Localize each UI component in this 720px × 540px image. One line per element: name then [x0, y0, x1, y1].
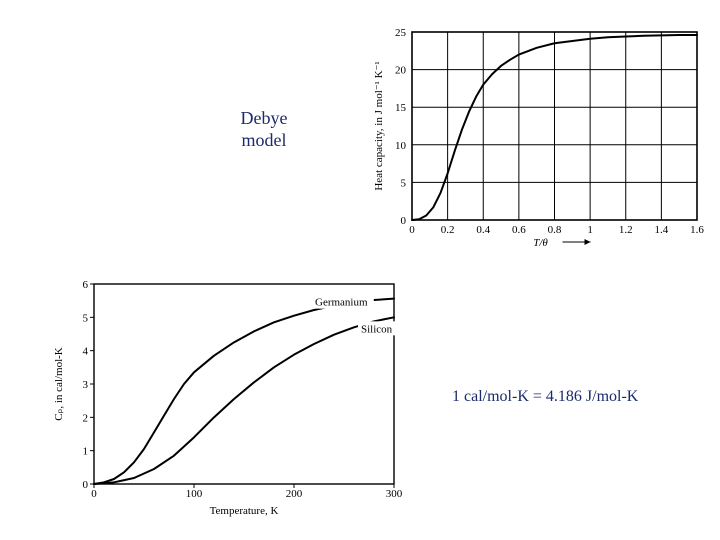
- svg-text:1.2: 1.2: [619, 224, 633, 236]
- debye-label-line1: Debye: [241, 108, 288, 128]
- svg-text:Germanium: Germanium: [315, 297, 368, 309]
- svg-text:T/θ: T/θ: [533, 237, 548, 249]
- svg-text:0: 0: [83, 479, 89, 491]
- debye-chart: 00.20.40.60.811.21.41.60510152025T/θHeat…: [370, 24, 700, 244]
- svg-text:1: 1: [587, 224, 593, 236]
- svg-text:Cₚ, in cal/mol-K: Cₚ, in cal/mol-K: [53, 347, 65, 421]
- figure-canvas: Debye model 1 cal/mol-K = 4.186 J/mol-K …: [0, 0, 720, 540]
- svg-text:0: 0: [409, 224, 415, 236]
- ge-si-chart: 0 100 200 300 0 1 2 3 4 5 6 Temperature, K Cₚ, in ca…: [50, 282, 400, 520]
- svg-text:20: 20: [395, 65, 407, 77]
- svg-text:15: 15: [395, 102, 407, 114]
- svg-text:10: 10: [395, 140, 407, 152]
- svg-text:0: 0: [401, 215, 407, 227]
- svg-text:5: 5: [83, 312, 89, 324]
- svg-text:3: 3: [83, 379, 89, 391]
- svg-text:0.2: 0.2: [441, 224, 455, 236]
- svg-text:100: 100: [186, 488, 203, 500]
- svg-text:25: 25: [395, 27, 407, 39]
- svg-text:1.4: 1.4: [655, 224, 669, 236]
- svg-text:Silicon: Silicon: [361, 323, 393, 335]
- svg-text:2: 2: [83, 412, 89, 424]
- svg-text:1: 1: [83, 446, 89, 458]
- svg-text:200: 200: [286, 488, 303, 500]
- svg-text:300: 300: [386, 488, 403, 500]
- svg-text:1.6: 1.6: [690, 224, 704, 236]
- svg-text:0.4: 0.4: [476, 224, 490, 236]
- svg-text:5: 5: [401, 177, 407, 189]
- svg-text:6: 6: [83, 279, 89, 291]
- svg-text:0.8: 0.8: [548, 224, 562, 236]
- svg-text:Heat capacity, in J mol⁻¹ K⁻¹: Heat capacity, in J mol⁻¹ K⁻¹: [373, 61, 385, 190]
- debye-model-label: Debye model: [224, 108, 304, 151]
- svg-text:Temperature, K: Temperature, K: [210, 505, 279, 517]
- unit-conversion-note: 1 cal/mol-K = 4.186 J/mol-K: [452, 388, 638, 406]
- debye-label-line2: model: [242, 130, 287, 150]
- svg-text:0: 0: [91, 488, 97, 500]
- svg-text:0.6: 0.6: [512, 224, 526, 236]
- svg-text:4: 4: [83, 346, 89, 358]
